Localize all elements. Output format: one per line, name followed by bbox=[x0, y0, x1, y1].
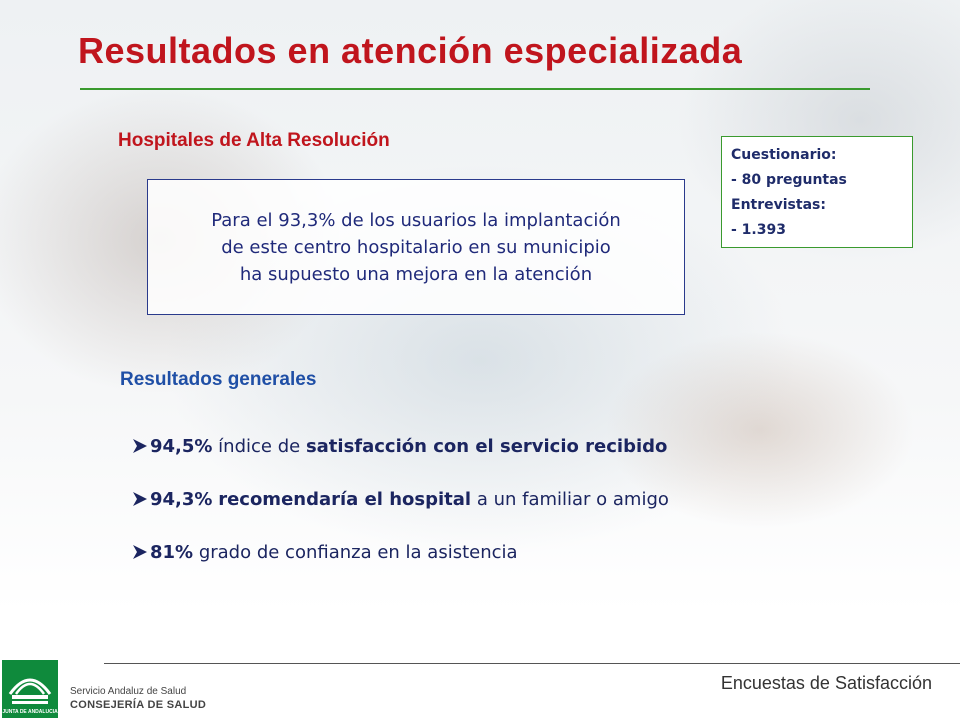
arrowhead-bullet-icon bbox=[133, 545, 147, 559]
result-text: a un familiar o amigo bbox=[471, 488, 669, 510]
section-heading-resultados: Resultados generales bbox=[120, 369, 317, 390]
methodology-line: Entrevistas: bbox=[731, 197, 826, 213]
methodology-line: - 1.393 bbox=[731, 222, 786, 238]
org-department: CONSEJERÍA DE SALUD bbox=[70, 699, 207, 711]
result-value: 94,3% bbox=[150, 488, 213, 510]
result-emphasis: recomendaría el hospital bbox=[218, 488, 472, 510]
methodology-box: Cuestionario: - 80 preguntas Entrevistas… bbox=[721, 136, 913, 248]
arrowhead-bullet-icon bbox=[133, 439, 147, 453]
highlight-line: Para el 93,3% de los usuarios la implant… bbox=[211, 209, 621, 231]
page-title: Resultados en atención especializada bbox=[78, 30, 743, 71]
list-item: 94,3% recomendaría el hospital a un fami… bbox=[132, 481, 669, 517]
logo-emblem-icon: JUNTA DE ANDALUCIA bbox=[2, 678, 58, 715]
arrowhead-bullet-icon bbox=[133, 492, 147, 506]
footer-label: Encuestas de Satisfacción bbox=[720, 673, 932, 693]
result-emphasis: satisfacción con el servicio recibido bbox=[305, 435, 668, 457]
list-item: 94,5% índice de satisfacción con el serv… bbox=[132, 428, 669, 464]
title-underline bbox=[80, 88, 870, 90]
svg-text:JUNTA DE ANDALUCIA: JUNTA DE ANDALUCIA bbox=[2, 709, 58, 715]
org-name: Servicio Andaluz de Salud bbox=[70, 686, 187, 697]
methodology-line: - 80 preguntas bbox=[731, 172, 847, 188]
result-value: 94,5% bbox=[150, 435, 213, 457]
highlight-box: Para el 93,3% de los usuarios la implant… bbox=[147, 179, 685, 315]
highlight-line: ha supuesto una mejora en la atención bbox=[239, 263, 593, 285]
footer-divider bbox=[104, 663, 960, 664]
methodology-line: Cuestionario: bbox=[731, 147, 837, 163]
results-list: 94,5% índice de satisfacción con el serv… bbox=[132, 428, 669, 587]
section-heading-hospitales: Hospitales de Alta Resolución bbox=[118, 130, 390, 151]
highlight-line: de este centro hospitalario en su munici… bbox=[221, 236, 611, 258]
list-item: 81% grado de confianza en la asistencia bbox=[132, 534, 669, 570]
result-text: índice de bbox=[212, 435, 306, 457]
result-text: grado de confianza en la asistencia bbox=[193, 541, 518, 563]
result-value: 81% bbox=[150, 541, 194, 563]
junta-andalucia-logo: JUNTA DE ANDALUCIA bbox=[2, 660, 58, 718]
